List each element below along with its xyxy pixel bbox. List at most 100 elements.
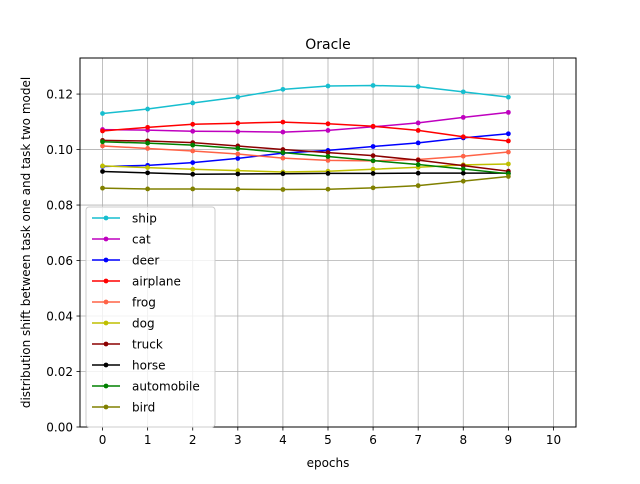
data-point-automobile <box>190 142 196 148</box>
y-tick-label: 0.00 <box>46 421 73 435</box>
legend-marker-frog <box>103 299 109 305</box>
data-point-automobile <box>415 162 421 167</box>
data-point-airplane <box>460 134 466 140</box>
legend-label-dog: dog <box>132 317 155 331</box>
x-tick-label: 9 <box>505 433 513 447</box>
data-point-airplane <box>100 128 105 134</box>
x-tick-label: 4 <box>279 433 287 447</box>
data-point-ship <box>505 94 511 100</box>
data-point-airplane <box>415 128 421 133</box>
data-point-bird <box>370 185 376 191</box>
data-point-deer <box>190 160 196 165</box>
data-point-dog <box>145 165 151 170</box>
data-point-cat <box>460 114 466 120</box>
legend-label-bird: bird <box>132 401 155 415</box>
data-point-automobile <box>370 158 376 164</box>
data-point-truck <box>325 150 331 156</box>
data-point-automobile <box>460 166 466 172</box>
data-point-cat <box>505 109 511 115</box>
data-point-ship <box>235 94 241 100</box>
data-point-frog <box>190 148 196 154</box>
data-point-airplane <box>235 120 241 126</box>
data-point-frog <box>280 155 286 161</box>
x-tick-label: 1 <box>144 433 152 447</box>
data-point-frog <box>460 153 466 159</box>
series-line-automobile <box>102 141 509 175</box>
x-tick-label: 10 <box>546 433 561 447</box>
data-point-bird <box>190 186 196 192</box>
y-tick-label: 0.06 <box>46 254 73 268</box>
data-point-frog <box>100 143 105 149</box>
legend-marker-cat <box>103 236 109 242</box>
data-point-bird <box>415 183 421 189</box>
legend-marker-truck <box>103 341 109 347</box>
data-point-dog <box>235 168 241 174</box>
series-line-cat <box>102 111 509 133</box>
data-point-ship <box>100 111 105 116</box>
data-point-airplane <box>325 121 331 127</box>
data-point-frog <box>235 151 241 157</box>
series-line-ship <box>102 84 509 115</box>
data-point-bird <box>325 186 331 192</box>
legend-label-horse: horse <box>132 359 166 373</box>
legend-label-automobile: automobile <box>132 380 200 394</box>
data-point-horse <box>280 171 286 177</box>
data-point-airplane <box>145 124 151 130</box>
x-tick-label: 6 <box>369 433 377 447</box>
data-point-automobile <box>325 154 331 159</box>
data-point-frog <box>505 149 511 155</box>
data-point-deer <box>505 131 511 137</box>
y-tick-label: 0.02 <box>46 365 73 379</box>
data-point-bird <box>235 186 241 192</box>
data-point-airplane <box>280 119 286 125</box>
data-point-truck <box>415 157 421 163</box>
data-point-deer <box>235 156 241 161</box>
data-point-frog <box>325 157 331 163</box>
data-point-horse <box>325 171 331 176</box>
data-point-ship <box>190 100 196 106</box>
x-tick-label: 7 <box>414 433 422 447</box>
series-lines <box>100 83 511 192</box>
y-tick-label: 0.08 <box>46 199 73 213</box>
x-tick-label: 8 <box>459 433 467 447</box>
data-point-dog <box>100 163 105 169</box>
y-tick-label: 0.04 <box>46 310 73 324</box>
x-tick-label: 0 <box>99 433 107 447</box>
data-point-horse <box>190 171 196 177</box>
data-point-ship <box>145 106 151 112</box>
data-point-ship <box>325 83 331 89</box>
y-axis-label: distribution shift between task one and … <box>19 77 33 408</box>
data-point-airplane <box>190 121 196 127</box>
legend-label-frog: frog <box>132 296 156 310</box>
x-axis-label: epochs <box>307 456 350 470</box>
data-point-automobile <box>100 139 105 145</box>
data-point-cat <box>325 128 331 133</box>
legend-label-truck: truck <box>132 338 163 352</box>
legend-label-airplane: airplane <box>132 275 181 289</box>
x-tick-label: 5 <box>324 433 332 447</box>
data-point-truck <box>460 163 466 169</box>
data-point-horse <box>100 169 105 174</box>
data-point-cat <box>235 129 241 134</box>
data-point-cat <box>190 128 196 134</box>
legend-marker-horse <box>103 362 109 368</box>
data-point-deer <box>415 140 421 146</box>
y-tick-label: 0.12 <box>46 88 73 102</box>
data-point-ship <box>370 83 376 88</box>
legend-marker-dog <box>103 320 109 326</box>
y-tick-label: 0.10 <box>46 143 73 157</box>
series-line-truck <box>102 139 509 172</box>
series-line-airplane <box>102 121 509 142</box>
data-point-horse <box>415 170 421 176</box>
data-point-automobile <box>280 150 286 156</box>
legend-marker-airplane <box>103 278 109 284</box>
data-point-horse <box>235 171 241 177</box>
legend: ship cat deer airplane frog dog truck horse auto… <box>85 206 216 428</box>
data-point-automobile <box>145 140 151 146</box>
data-point-dog <box>190 166 196 172</box>
legend-label-deer: deer <box>132 254 159 268</box>
legend-marker-ship <box>103 215 109 221</box>
data-point-ship <box>460 89 466 95</box>
series-line-horse <box>102 170 509 176</box>
